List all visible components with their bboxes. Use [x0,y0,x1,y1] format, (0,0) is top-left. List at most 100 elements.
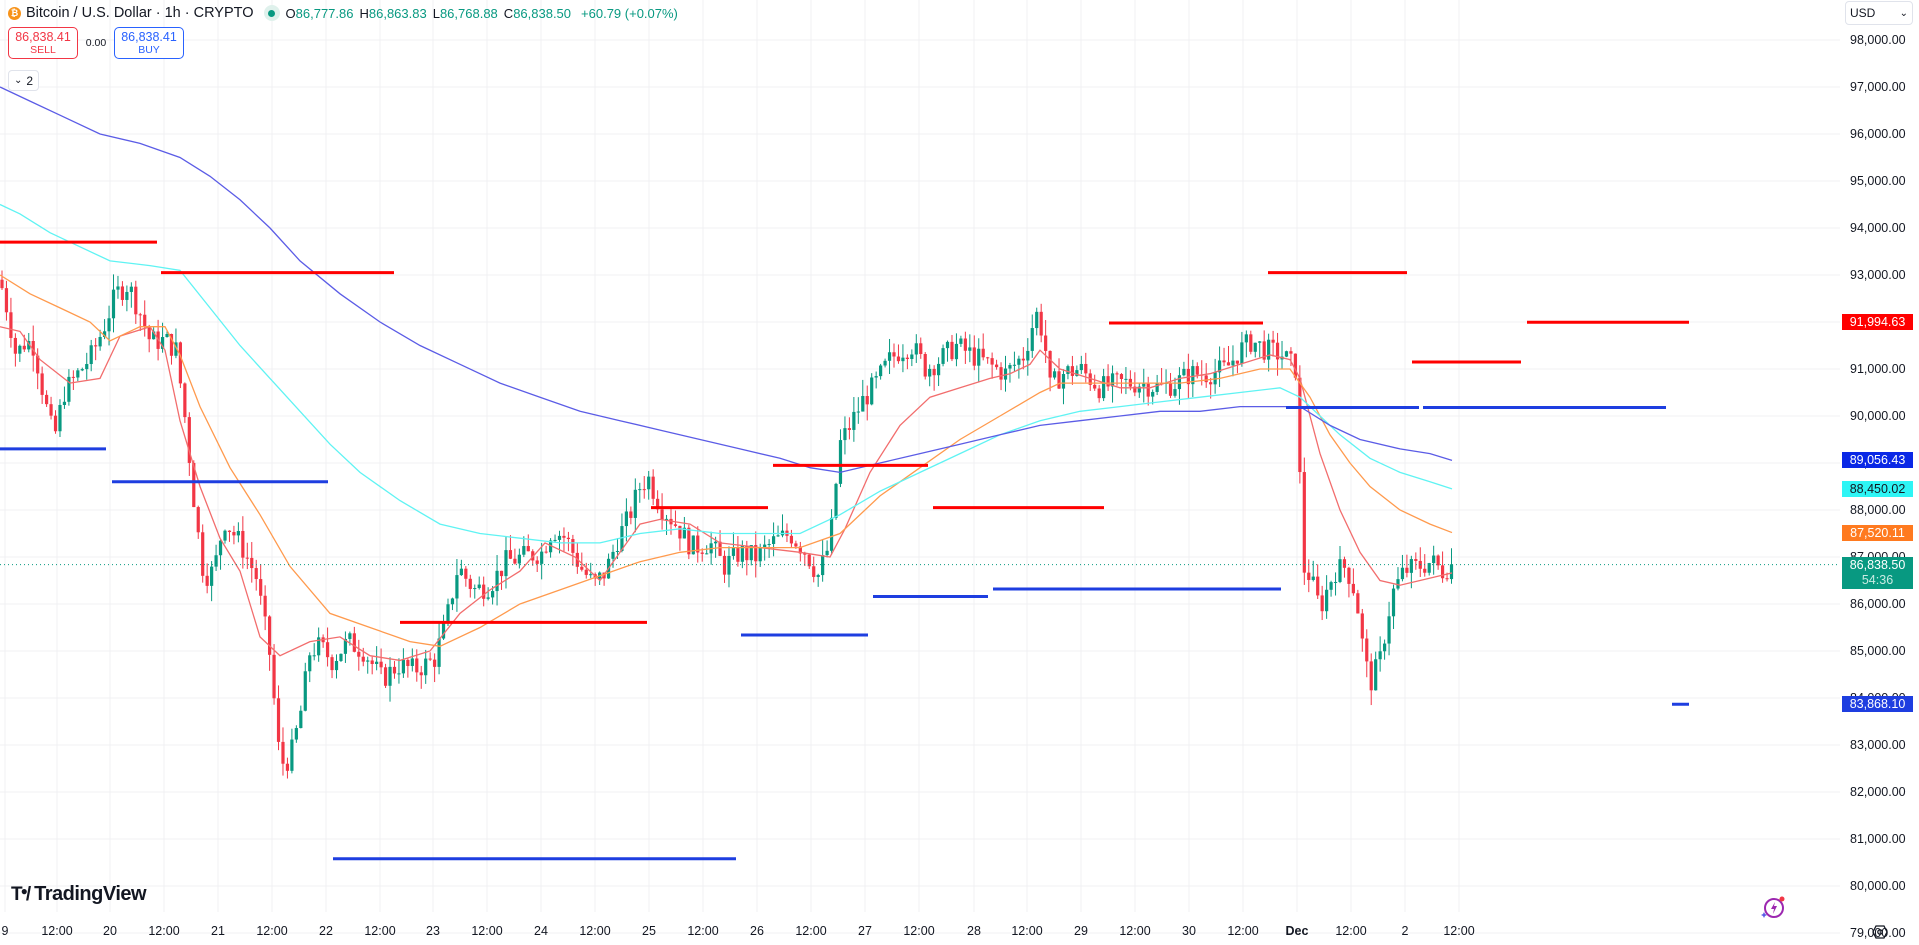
candle-body [214,555,218,567]
candle-body [861,396,865,412]
candle-body [1070,366,1074,376]
time-axis-label: 12:00 [579,924,611,938]
candle-body [1035,311,1039,329]
candle-body [865,396,869,405]
candle-body [227,530,232,533]
moving-average-line [0,325,1453,662]
candle-body [383,667,388,686]
candle-body [914,343,918,355]
candle-body [1369,661,1373,691]
time-axis-label: 12:00 [1335,924,1367,938]
candle-body [910,354,914,359]
candle-body [352,633,356,652]
candle-body [401,659,405,674]
moving-average-line [0,86,1453,474]
candle-body [499,570,504,577]
candle-body [410,658,414,666]
candle-body [178,342,182,384]
candle-body [428,658,432,660]
candle-body [98,336,102,347]
candle-body [40,373,44,395]
candle-body [1137,386,1141,393]
candle-body [633,489,637,518]
candle-body [370,660,374,665]
candle-body [473,588,477,590]
candle-body [749,545,753,561]
candle-body [366,660,370,662]
candle-body [571,539,575,553]
candle-body [678,525,682,539]
candle-body [1231,360,1235,366]
candle-body [392,666,397,674]
candle-body [27,341,31,350]
candle-body [348,633,352,639]
candle-body [254,568,258,580]
tradingview-logo[interactable]: T●/ TradingView [11,883,147,906]
candle-body [205,575,209,586]
candle-body [357,651,361,657]
market-status-icon[interactable] [263,5,280,21]
buy-button[interactable]: 86,838.41 BUY [114,27,184,59]
candle-body [94,345,98,347]
candle-body [424,658,428,676]
candle-body [4,288,9,313]
time-axis-label: 12:00 [471,924,503,938]
settings-icon[interactable] [1872,924,1888,940]
candle-body [76,370,80,378]
chevron-down-icon: ⌄ [14,75,23,86]
price-change: +60.79 (+0.07%) [581,5,678,21]
candle-body [754,545,758,562]
candle-body [972,347,976,366]
symbol-title[interactable]: Bitcoin / U.S. Dollar · 1h · CRYPTO [26,5,254,21]
candle-body [1030,328,1034,351]
candle-body [375,661,379,665]
time-axis-label: 12:00 [903,924,935,938]
candle-body [482,584,486,599]
buy-price: 86,838.41 [121,30,177,44]
candle-body [803,553,807,555]
candle-body [1057,371,1061,389]
candle-body [963,338,967,351]
candle-body [656,498,660,510]
currency-select[interactable]: USD ⌄ [1845,1,1913,25]
ohlc-open-value: 86,777.86 [295,5,354,21]
candle-body [829,517,834,551]
ai-assistant-icon[interactable] [1760,894,1786,920]
time-axis-label: 21 [211,924,225,938]
candle-body [1289,351,1293,354]
indicators-toggle-button[interactable]: ⌄ 2 [8,70,40,91]
candle-body [1084,363,1088,374]
candle-body [1217,360,1222,373]
candle-body [1115,373,1119,375]
candle-body [1275,342,1280,360]
price-axis-label: 80,000.00 [1850,879,1906,893]
candle-body [789,535,794,544]
candle-body [1012,364,1017,366]
candle-body [977,348,981,366]
candle-body [847,428,851,430]
candle-body [45,394,49,405]
candle-body [526,546,530,552]
candle-body [379,661,383,668]
candle-body [1008,365,1012,369]
candle-body [312,655,316,657]
candle-body [138,314,142,316]
candle-body [1240,342,1244,364]
ohlc-low-value: 86,768.88 [439,5,498,21]
time-axis-label: 12:00 [795,924,827,938]
candle-body [544,551,548,553]
moving-average-line [0,274,1453,647]
candle-body [134,286,138,315]
candle-body [660,509,664,520]
candle-body [1445,578,1449,580]
candle-body [758,547,762,562]
candle-body [62,401,67,405]
candle-body [727,555,731,575]
time-axis-label: 23 [426,924,440,938]
candle-body [116,286,120,290]
candle-body [290,739,294,771]
sell-button[interactable]: 86,838.41 SELL [8,27,78,59]
candle-body [71,376,75,378]
candle-body [624,511,628,527]
